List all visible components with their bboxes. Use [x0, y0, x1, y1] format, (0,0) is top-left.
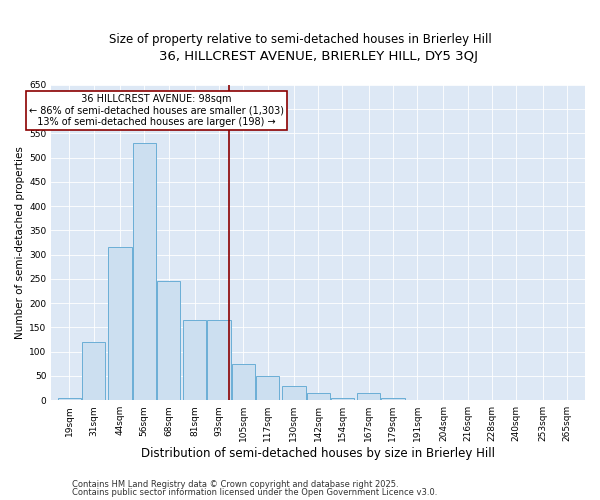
Bar	[82, 342, 106, 400]
Bar	[232, 364, 255, 400]
Title: 36, HILLCREST AVENUE, BRIERLEY HILL, DY5 3QJ: 36, HILLCREST AVENUE, BRIERLEY HILL, DY5…	[158, 50, 478, 63]
Text: Contains HM Land Registry data © Crown copyright and database right 2025.: Contains HM Land Registry data © Crown c…	[72, 480, 398, 489]
Bar	[133, 143, 156, 400]
Bar	[58, 398, 81, 400]
Bar	[357, 393, 380, 400]
Bar	[307, 393, 330, 400]
Bar	[183, 320, 206, 400]
Y-axis label: Number of semi-detached properties: Number of semi-detached properties	[15, 146, 25, 339]
Bar	[331, 398, 354, 400]
Bar	[157, 282, 180, 400]
Bar	[382, 398, 404, 400]
Bar	[256, 376, 279, 400]
Text: 36 HILLCREST AVENUE: 98sqm  
← 86% of semi-detached houses are smaller (1,303)
 : 36 HILLCREST AVENUE: 98sqm ← 86% of semi…	[29, 94, 284, 127]
Bar	[109, 248, 131, 400]
Bar	[208, 320, 231, 400]
Bar	[282, 386, 305, 400]
Text: Contains public sector information licensed under the Open Government Licence v3: Contains public sector information licen…	[72, 488, 437, 497]
Text: Size of property relative to semi-detached houses in Brierley Hill: Size of property relative to semi-detach…	[109, 32, 491, 46]
X-axis label: Distribution of semi-detached houses by size in Brierley Hill: Distribution of semi-detached houses by …	[141, 447, 495, 460]
